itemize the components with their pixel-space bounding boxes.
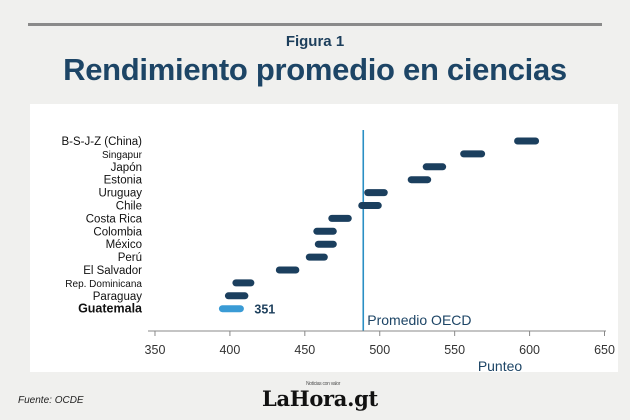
x-axis-title: Punteo <box>478 358 523 372</box>
category-label-2: Japón <box>111 162 142 174</box>
data-marks: 351 <box>218 137 540 317</box>
category-label-3: Estonia <box>104 175 143 187</box>
x-tick-label-450: 450 <box>294 343 315 357</box>
x-tick-label-650: 650 <box>594 343 615 357</box>
category-label-8: México <box>106 239 142 251</box>
category-label-4: Uruguay <box>99 188 143 200</box>
x-tick-label-500: 500 <box>369 343 390 357</box>
category-label-7: Colombia <box>93 226 142 238</box>
figure-label: Figura 1 <box>285 33 345 50</box>
category-label-10: El Salvador <box>83 265 142 277</box>
x-axis: 350 400 450 500 550 600 650 Punteo <box>145 330 615 372</box>
highlight-value-label: 351 <box>254 303 275 317</box>
category-label-1: Singapur <box>102 150 143 161</box>
category-label-6: Costa Rica <box>86 213 143 225</box>
x-tick-label-400: 400 <box>219 343 240 357</box>
x-tick-label-550: 550 <box>444 343 465 357</box>
category-label-0: B-S-J-Z (China) <box>61 136 142 148</box>
category-label-11: Rep. Dominicana <box>65 279 142 290</box>
chart-title: Rendimiento promedio en ciencias <box>63 52 567 87</box>
logo-text: LaHora.gt <box>262 386 378 411</box>
category-label-9: Perú <box>118 252 142 264</box>
lahora-logo: LaHora.gt Noticias con valor <box>262 381 378 411</box>
top-rule <box>28 23 602 26</box>
category-label-12: Paraguay <box>93 291 142 303</box>
logo-tagline: Noticias con valor <box>306 381 341 387</box>
category-label-13: Guatemala <box>78 302 143 316</box>
chart-svg: Promedio OECD 350 400 450 500 550 600 650 Punte… <box>61 130 615 372</box>
category-labels: B-S-J-Z (China) SingapurJapónEstoniaUrugu… <box>61 136 143 316</box>
oecd-average-label: Promedio OECD <box>367 312 471 328</box>
x-tick-label-350: 350 <box>145 343 166 357</box>
chart-panel: Promedio OECD 350 400 450 500 550 600 650 Punte… <box>30 104 618 372</box>
x-tick-label-600: 600 <box>519 343 540 357</box>
reference-line-group: Promedio OECD <box>362 130 472 331</box>
category-label-5: Chile <box>116 201 142 213</box>
source-note: Fuente: OCDE <box>18 395 84 406</box>
